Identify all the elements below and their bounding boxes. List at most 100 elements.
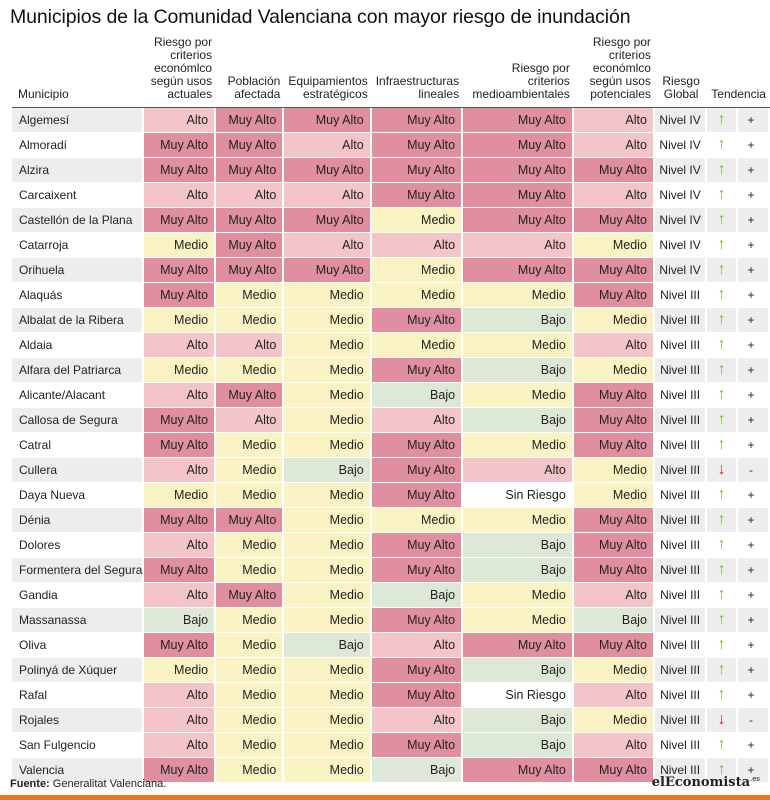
risk-cell: Medio xyxy=(284,383,372,408)
risk-cell: Muy Alto xyxy=(144,158,217,183)
global-risk-cell: Nivel III xyxy=(654,433,708,458)
risk-cell: Medio xyxy=(573,358,655,383)
risk-cell: Muy Alto xyxy=(371,683,464,708)
risk-cell: Muy Alto xyxy=(144,758,217,783)
arrow-up-icon: ↑ xyxy=(717,636,726,653)
page-title: Municipios de la Comunidad Valenciana co… xyxy=(10,6,631,28)
arrow-up-icon: ↑ xyxy=(717,536,726,553)
global-risk-cell: Nivel III xyxy=(654,408,708,433)
risk-cell: Muy Alto xyxy=(573,283,655,308)
risk-cell: Bajo xyxy=(144,608,217,633)
global-risk-cell: Nivel III xyxy=(654,358,708,383)
risk-cell: Medio xyxy=(573,458,655,483)
risk-cell: Muy Alto xyxy=(463,758,574,783)
header-economico-actual: Riesgo por criterios económlco según uso… xyxy=(144,36,217,108)
trend-sign: + xyxy=(738,158,770,183)
risk-cell: Medio xyxy=(216,458,285,483)
table-row: Oliva Muy Alto Medio Bajo Alto Muy Alto Muy Al… xyxy=(12,633,770,658)
risk-cell: Muy Alto xyxy=(216,583,285,608)
trend-cell: ↓ xyxy=(707,458,739,483)
risk-cell: Muy Alto xyxy=(371,658,464,683)
municipio-cell: Rojales xyxy=(12,708,145,733)
risk-cell: Bajo xyxy=(371,583,464,608)
arrow-up-icon: ↑ xyxy=(717,261,726,278)
trend-sign: + xyxy=(738,183,770,208)
trend-cell: ↑ xyxy=(707,408,739,433)
risk-cell: Medio xyxy=(144,483,217,508)
municipio-cell: Almoradí xyxy=(12,133,145,158)
header-tendencia: Tendencia xyxy=(707,36,770,108)
table-row: Valencia Muy Alto Medio Medio Bajo Muy Alto Mu… xyxy=(12,758,770,783)
risk-cell: Medio xyxy=(216,658,285,683)
table-row: San Fulgencio Alto Medio Medio Muy Alto Bajo A… xyxy=(12,733,770,758)
arrow-up-icon: ↑ xyxy=(717,361,726,378)
trend-sign: + xyxy=(738,383,770,408)
trend-cell: ↑ xyxy=(707,308,739,333)
risk-cell: Bajo xyxy=(371,758,464,783)
risk-cell: Alto xyxy=(216,183,285,208)
trend-cell: ↑ xyxy=(707,608,739,633)
risk-cell: Muy Alto xyxy=(144,408,217,433)
trend-sign: + xyxy=(738,308,770,333)
risk-cell: Muy Alto xyxy=(371,558,464,583)
global-risk-cell: Nivel IV xyxy=(654,158,708,183)
municipio-cell: Albalat de la Ribera xyxy=(12,308,145,333)
risk-cell: Muy Alto xyxy=(371,458,464,483)
risk-cell: Muy Alto xyxy=(573,508,655,533)
trend-sign: + xyxy=(738,108,770,133)
risk-cell: Medio xyxy=(463,583,574,608)
trend-cell: ↑ xyxy=(707,133,739,158)
risk-cell: Muy Alto xyxy=(216,233,285,258)
risk-cell: Medio xyxy=(216,633,285,658)
global-risk-cell: Nivel III xyxy=(654,283,708,308)
header-equipamientos: Equipamientos estratégicos xyxy=(284,36,372,108)
arrow-up-icon: ↑ xyxy=(717,161,726,178)
trend-sign: + xyxy=(738,733,770,758)
risk-cell: Alto xyxy=(144,683,217,708)
risk-cell: Alto xyxy=(144,183,217,208)
risk-cell: Medio xyxy=(284,558,372,583)
global-risk-cell: Nivel IV xyxy=(654,183,708,208)
risk-cell: Muy Alto xyxy=(284,208,372,233)
risk-cell: Alto xyxy=(284,233,372,258)
risk-cell: Bajo xyxy=(463,733,574,758)
arrow-up-icon: ↑ xyxy=(717,486,726,503)
risk-table: Municipio Riesgo por criterios económlco… xyxy=(12,36,770,783)
trend-cell: ↑ xyxy=(707,358,739,383)
trend-cell: ↑ xyxy=(707,108,739,133)
header-riesgo-global: Riesgo Global xyxy=(654,36,708,108)
risk-cell: Medio xyxy=(284,333,372,358)
risk-cell: Muy Alto xyxy=(573,208,655,233)
global-risk-cell: Nivel IV xyxy=(654,108,708,133)
risk-cell: Medio xyxy=(371,508,464,533)
arrow-up-icon: ↑ xyxy=(717,436,726,453)
arrow-up-icon: ↑ xyxy=(717,761,726,778)
municipio-cell: Formentera del Segura xyxy=(12,558,145,583)
global-risk-cell: Nivel III xyxy=(654,308,708,333)
table-row: Gandia Alto Muy Alto Medio Bajo Medio Alto Nive… xyxy=(12,583,770,608)
risk-cell: Medio xyxy=(216,683,285,708)
trend-sign: + xyxy=(738,233,770,258)
risk-cell: Medio xyxy=(284,608,372,633)
risk-cell: Medio xyxy=(284,508,372,533)
risk-cell: Muy Alto xyxy=(573,758,655,783)
arrow-up-icon: ↑ xyxy=(717,386,726,403)
municipio-cell: Algemesí xyxy=(12,108,145,133)
risk-cell: Muy Alto xyxy=(371,433,464,458)
brand-logo: elEconomista.es xyxy=(652,775,760,790)
risk-cell: Muy Alto xyxy=(144,283,217,308)
risk-cell: Alto xyxy=(284,133,372,158)
risk-cell: Alto xyxy=(144,333,217,358)
risk-cell: Medio xyxy=(463,608,574,633)
table-row: Alzira Muy Alto Muy Alto Muy Alto Muy Alto Mu… xyxy=(12,158,770,183)
trend-cell: ↑ xyxy=(707,433,739,458)
risk-cell: Muy Alto xyxy=(371,158,464,183)
brand-bar xyxy=(0,795,770,800)
risk-cell: Muy Alto xyxy=(573,558,655,583)
table-row: Albalat de la Ribera Medio Medio Medio Muy A… xyxy=(12,308,770,333)
municipio-cell: Massanassa xyxy=(12,608,145,633)
municipio-cell: Rafal xyxy=(12,683,145,708)
global-risk-cell: Nivel III xyxy=(654,683,708,708)
risk-cell: Medio xyxy=(144,233,217,258)
risk-cell: Alto xyxy=(284,183,372,208)
